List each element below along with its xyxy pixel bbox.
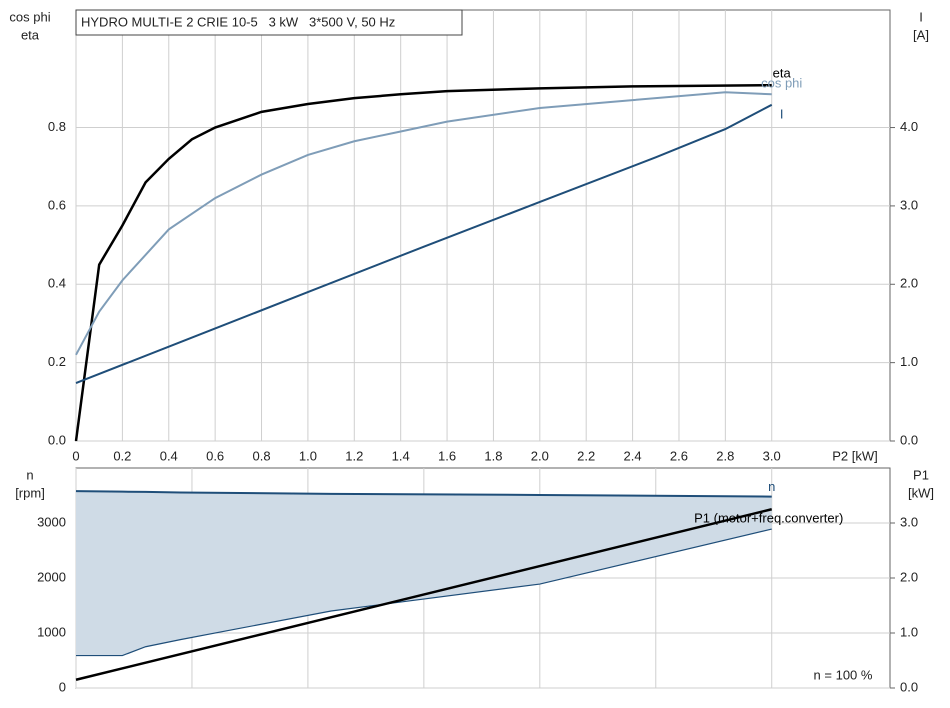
y2-axis-label: P1	[913, 467, 929, 482]
lower-line	[76, 528, 772, 657]
x-tick-label: 3.0	[763, 448, 781, 463]
y-tick-label: 0.2	[48, 354, 66, 369]
y2-tick-label: 1.0	[900, 354, 918, 369]
y2-axis-label: [kW]	[908, 485, 934, 500]
chart-title: HYDRO MULTI-E 2 CRIE 10-5 3 kW 3*500 V, …	[81, 14, 395, 29]
x-tick-label: 0	[72, 448, 79, 463]
line	[75, 508, 773, 681]
y-tick-label: 1000	[37, 624, 66, 639]
y2-axis-label: [A]	[913, 27, 929, 42]
x-tick-label: 1.0	[299, 448, 317, 463]
series-label: n	[768, 479, 775, 494]
y-tick-label: 0.8	[48, 119, 66, 134]
area-fill	[76, 491, 772, 656]
y-tick-label: 0.0	[48, 432, 66, 447]
y2-tick-label: 4.0	[900, 119, 918, 134]
x-axis-label: P2 [kW]	[832, 448, 878, 463]
y-tick-label: 3000	[37, 514, 66, 529]
y-axis-label: eta	[21, 27, 40, 42]
x-tick-label: 2.0	[531, 448, 549, 463]
x-tick-label: 2.2	[577, 448, 595, 463]
x-tick-label: 1.4	[392, 448, 410, 463]
y2-axis-label: I	[919, 9, 923, 24]
x-tick-label: 1.6	[438, 448, 456, 463]
line	[75, 490, 772, 498]
y2-tick-label: 0.0	[900, 432, 918, 447]
line	[75, 103, 773, 384]
x-tick-label: 2.6	[670, 448, 688, 463]
x-tick-label: 1.2	[345, 448, 363, 463]
series-label: I	[780, 106, 784, 121]
x-tick-label: 1.8	[484, 448, 502, 463]
x-tick-label: 2.4	[624, 448, 642, 463]
y-tick-label: 0.4	[48, 276, 66, 291]
series-label: cos phi	[761, 76, 802, 91]
title-box	[75, 9, 463, 36]
y2-tick-label: 2.0	[900, 276, 918, 291]
y2-tick-label: 3.0	[900, 197, 918, 212]
y2-tick-label: 0.0	[900, 679, 918, 694]
x-tick-label: 2.8	[716, 448, 734, 463]
y2-tick-label: 3.0	[900, 514, 918, 529]
y-tick-label: 0.6	[48, 197, 66, 212]
x-tick-label: 0.2	[113, 448, 131, 463]
y-tick-label: 2000	[37, 569, 66, 584]
annotation: n = 100 %	[814, 667, 873, 682]
line	[74, 83, 772, 442]
line	[75, 91, 772, 356]
y2-tick-label: 1.0	[900, 624, 918, 639]
y-axis-label: [rpm]	[15, 485, 45, 500]
series-label: P1 (motor+freq.converter)	[694, 511, 843, 526]
x-tick-label: 0.6	[206, 448, 224, 463]
x-tick-label: 0.8	[252, 448, 270, 463]
panel: 0 0.2 0.4 0.6 0.8 1.0 1.2 1.4 1.6 1.8 2.0 2.2 2.4 2.6…	[48, 10, 918, 463]
x-tick-label: 0.4	[160, 448, 178, 463]
series-label: eta	[773, 66, 792, 81]
y-axis-label: n	[26, 467, 33, 482]
y-tick-label: 0	[59, 679, 66, 694]
plot-frame	[75, 9, 891, 442]
y2-tick-label: 2.0	[900, 569, 918, 584]
y-axis-label: cos phi	[9, 9, 50, 24]
